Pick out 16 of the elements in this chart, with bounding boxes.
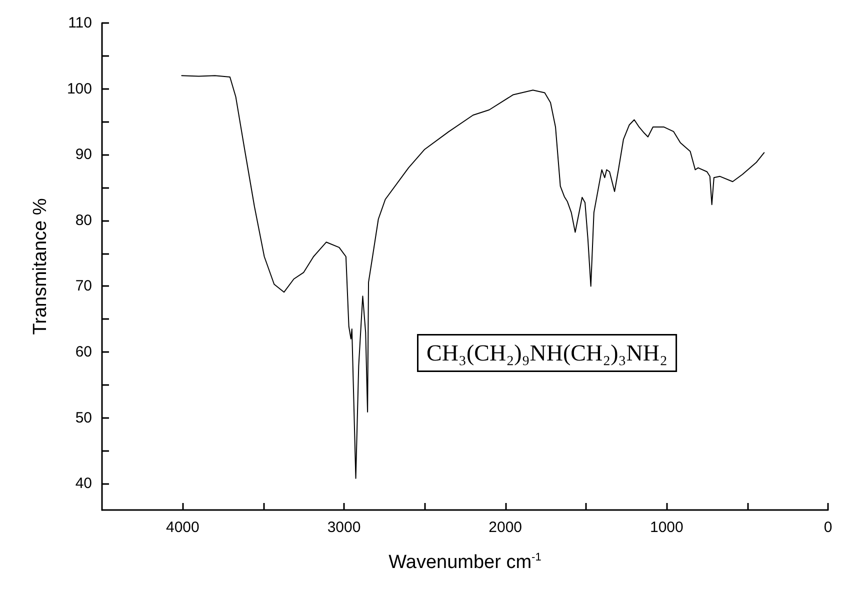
y-axis-title: Transmitance % [30,198,51,335]
annotation: CH₃(CH₂)₉NH(CH₂)₃NH₂ [426,340,668,366]
y-tick-label: 60 [75,344,92,361]
x-tick-label: 0 [824,519,832,536]
y-tick-label: 40 [75,475,92,492]
y-tick-label: 80 [75,212,92,229]
x-tick-label: 2000 [488,519,522,536]
y-tick-label: 50 [75,409,92,426]
x-tick-label: 4000 [166,519,200,536]
x-tick-label: 1000 [650,519,684,536]
x-tick-label: 3000 [327,519,361,536]
y-tick-label: 70 [75,278,92,295]
y-tick-label: 110 [68,14,92,32]
line-series [181,75,765,479]
y-tick-label: 100 [66,80,92,98]
y-tick-label: 90 [75,146,92,164]
